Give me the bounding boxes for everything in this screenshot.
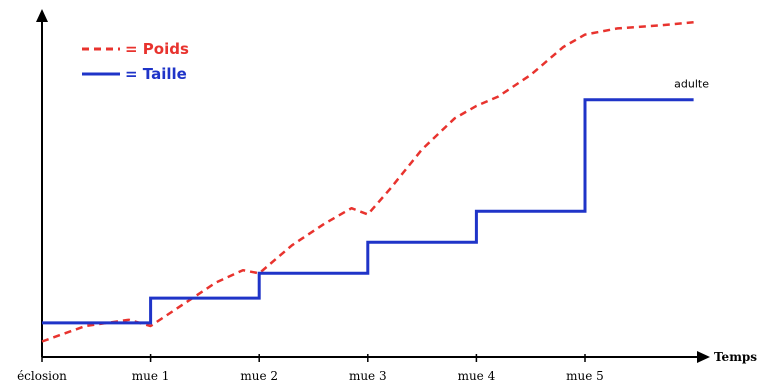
x-tick-label: mue 3	[349, 369, 387, 383]
x-ticks: éclosion mue 1 mue 2 mue 3 mue 4 mue 5	[17, 354, 604, 383]
x-tick-label: mue 1	[132, 369, 170, 383]
x-axis-arrow-icon	[697, 351, 710, 363]
annotation-label: adulte	[674, 78, 709, 91]
x-tick-label: éclosion	[17, 369, 67, 383]
legend-taille-label: = Taille	[125, 65, 187, 83]
x-tick-label: mue 2	[240, 369, 278, 383]
x-tick-label: mue 4	[458, 369, 496, 383]
series-layer	[41, 20, 694, 343]
x-axis-title: Temps	[714, 350, 757, 364]
y-axis-arrow-icon	[36, 9, 48, 22]
series-taille-step	[42, 98, 694, 325]
legend-poids-label: = Poids	[125, 40, 189, 58]
legend: = Poids = Taille	[82, 40, 189, 83]
annotations: adulte	[674, 78, 709, 91]
x-tick-label: mue 5	[566, 369, 604, 383]
series-poids-line	[41, 20, 694, 343]
axes: Temps	[36, 9, 757, 364]
